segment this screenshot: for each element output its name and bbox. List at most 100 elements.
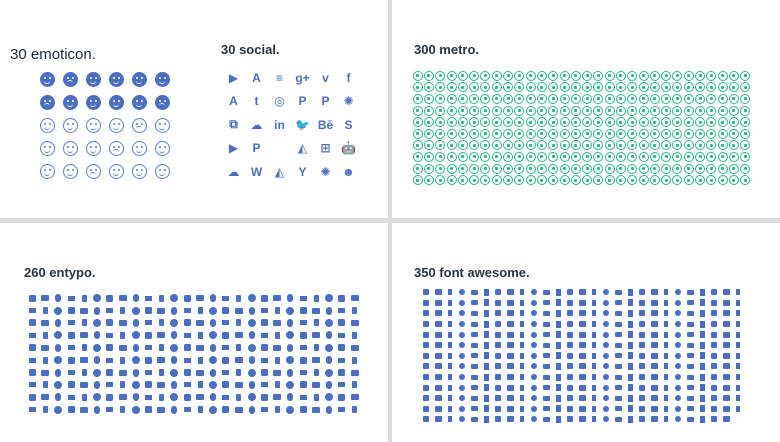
metro-circle-icon — [649, 128, 660, 139]
fontawesome-glyph-icon — [459, 352, 465, 359]
metro-circle-icon — [435, 82, 446, 93]
entypo-glyph-icon — [324, 343, 333, 352]
metro-circle-icon — [491, 140, 502, 151]
fontawesome-glyph-icon — [722, 363, 730, 370]
emoticon-face-icon — [128, 114, 151, 137]
fontawesome-glyph-icon — [531, 331, 537, 338]
fontawesome-glyph-icon — [423, 384, 429, 391]
fontawesome-glyph-icon — [567, 342, 573, 349]
entypo-glyph-icon — [197, 307, 203, 315]
metro-circle-icon — [695, 93, 706, 104]
metro-circle-icon — [706, 93, 717, 104]
fontawesome-glyph-icon — [592, 374, 596, 381]
metro-circle-icon — [615, 175, 626, 186]
entypo-glyph-icon — [55, 368, 62, 377]
entypo-glyph-icon — [157, 307, 166, 314]
metro-circle-icon — [491, 163, 502, 174]
fontawesome-panel: 350 font awesome. — [392, 223, 780, 442]
metro-circle-icon — [683, 105, 694, 116]
fontawesome-glyph-icon — [614, 289, 622, 295]
entypo-glyph-icon — [81, 294, 87, 302]
fontawesome-glyph-icon — [483, 341, 489, 349]
metro-circle-icon — [740, 117, 751, 128]
metro-circle-icon — [661, 128, 672, 139]
entypo-glyph-icon — [324, 393, 333, 402]
entypo-glyph-icon — [338, 407, 346, 413]
fontawesome-glyph-icon — [603, 405, 609, 412]
fontawesome-glyph-icon — [470, 374, 478, 380]
entypo-glyph-icon — [234, 332, 243, 339]
entypo-glyph-icon — [352, 307, 358, 315]
fontawesome-glyph-icon — [614, 406, 622, 412]
metro-circle-icon — [570, 151, 581, 162]
entypo-glyph-icon — [208, 306, 217, 315]
fontawesome-glyph-icon — [423, 352, 429, 359]
entypo-glyph-icon — [41, 394, 50, 401]
social-icon: t — [254, 94, 259, 109]
metro-circle-icon — [683, 163, 694, 174]
fontawesome-glyph-icon — [495, 405, 501, 412]
social-icon: 🐦 — [295, 117, 310, 132]
social-icon: P — [321, 94, 330, 109]
fontawesome-glyph-icon — [614, 300, 622, 306]
fontawesome-glyph-icon — [650, 374, 658, 381]
metro-circle-icon — [457, 82, 468, 93]
metro-circle-icon — [514, 105, 525, 116]
metro-circle-icon — [661, 82, 672, 93]
entypo-glyph-icon — [67, 406, 75, 414]
entypo-glyph-icon — [28, 407, 36, 413]
metro-circle-icon — [593, 151, 604, 162]
fontawesome-glyph-icon — [675, 310, 681, 317]
metro-circle-icon — [446, 117, 457, 128]
entypo-glyph-icon — [183, 407, 191, 413]
entypo-glyph-icon — [222, 320, 230, 326]
fontawesome-glyph-icon — [567, 384, 573, 391]
metro-circle-icon — [570, 70, 581, 81]
fontawesome-glyph-icon — [470, 385, 478, 391]
metro-circle-icon — [661, 70, 672, 81]
fontawesome-glyph-icon — [686, 321, 694, 327]
fontawesome-glyph-icon — [531, 384, 537, 391]
metro-circle-icon — [446, 82, 457, 93]
entypo-glyph-icon — [55, 294, 62, 303]
metro-circle-icon — [706, 151, 717, 162]
fontawesome-glyph-icon — [423, 331, 429, 338]
entypo-glyph-icon — [131, 380, 140, 389]
metro-circle-icon — [717, 82, 728, 93]
fontawesome-glyph-icon — [520, 405, 524, 412]
fontawesome-glyph-icon — [664, 363, 668, 370]
fontawesome-glyph-icon — [495, 342, 501, 349]
fontawesome-glyph-icon — [699, 405, 705, 413]
emoticon-face-icon — [82, 137, 105, 160]
fontawesome-glyph-icon — [736, 384, 740, 391]
emoticon-face-icon — [151, 114, 174, 137]
metro-circle-icon — [559, 128, 570, 139]
metro-circle-icon — [706, 105, 717, 116]
entypo-panel: 260 entypo. — [0, 223, 388, 442]
social-icon: ◎ — [274, 94, 285, 109]
metro-circle-icon — [491, 175, 502, 186]
entypo-glyph-icon — [144, 345, 152, 351]
metro-circle-icon — [740, 93, 751, 104]
metro-circle-icon — [582, 117, 593, 128]
metro-circle-icon — [536, 82, 547, 93]
metro-circle-icon — [514, 82, 525, 93]
entypo-glyph-icon — [338, 308, 346, 314]
metro-circle-icon — [627, 128, 638, 139]
entypo-glyph-icon — [41, 344, 50, 351]
fontawesome-glyph-icon — [639, 405, 645, 412]
fontawesome-glyph-icon — [711, 342, 717, 349]
fontawesome-glyph-icon — [686, 374, 694, 380]
fontawesome-glyph-icon — [542, 416, 550, 422]
entypo-glyph-icon — [324, 368, 333, 377]
fontawesome-glyph-icon — [542, 406, 550, 412]
fontawesome-glyph-icon — [567, 310, 573, 317]
fontawesome-glyph-icon — [592, 363, 596, 370]
metro-circle-icon — [604, 175, 615, 186]
fontawesome-glyph-icon — [686, 342, 694, 348]
entypo-glyph-icon — [183, 308, 191, 314]
metro-circle-icon — [480, 105, 491, 116]
metro-circle-icon — [435, 128, 446, 139]
